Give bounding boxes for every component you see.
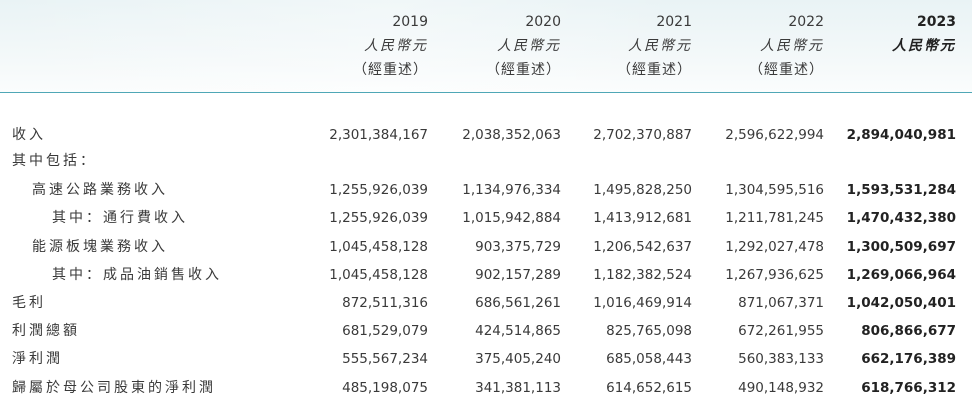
- column-currency: 人民幣元: [892, 38, 956, 54]
- column-currency: 人民幣元: [364, 38, 428, 54]
- row-value-2022: 560,383,133: [738, 351, 824, 367]
- column-year: 2020: [525, 14, 561, 30]
- row-value-2019: 1,255,926,039: [329, 210, 428, 226]
- row-value-2023: 1,042,050,401: [846, 295, 956, 311]
- column-currency: 人民幣元: [497, 38, 561, 54]
- row-value-2023: 1,269,066,964: [846, 267, 956, 283]
- row-value-2019: 1,045,458,128: [329, 239, 428, 255]
- row-label: 其中包括：: [12, 153, 97, 169]
- row-value-2019: 485,198,075: [342, 380, 428, 396]
- row-value-2020: 902,157,289: [475, 267, 561, 283]
- row-value-2019: 2,301,384,167: [329, 127, 428, 143]
- row-value-2022: 871,067,371: [738, 295, 824, 311]
- row-value-2021: 1,495,828,250: [593, 182, 692, 198]
- header-divider: [0, 92, 972, 93]
- row-value-2021: 1,016,469,914: [593, 295, 692, 311]
- table-row-energy-revenue: 能源板塊業務收入 1,045,458,128 903,375,729 1,206…: [0, 234, 972, 260]
- row-value-2022: 1,304,595,516: [725, 182, 824, 198]
- row-value-2020: 375,405,240: [475, 351, 561, 367]
- row-value-2022: 672,261,955: [738, 323, 824, 339]
- row-value-2023: 2,894,040,981: [846, 127, 956, 143]
- header-band: [0, 0, 972, 92]
- table-row-including: 其中包括：: [0, 148, 972, 174]
- table-row-total-profit: 利潤總額 681,529,079 424,514,865 825,765,098…: [0, 318, 972, 344]
- row-value-2021: 1,413,912,681: [593, 210, 692, 226]
- row-value-2021: 614,652,615: [606, 380, 692, 396]
- column-note: （經重述）: [486, 62, 561, 78]
- row-value-2021: 825,765,098: [606, 323, 692, 339]
- row-label: 其中：成品油銷售收入: [52, 267, 222, 283]
- row-value-2020: 424,514,865: [475, 323, 561, 339]
- row-value-2021: 2,702,370,887: [593, 127, 692, 143]
- row-value-2021: 685,058,443: [606, 351, 692, 367]
- table-row-revenue: 收入 2,301,384,167 2,038,352,063 2,702,370…: [0, 122, 972, 148]
- table-row-toll-revenue: 其中：通行費收入 1,255,926,039 1,015,942,884 1,4…: [0, 205, 972, 231]
- row-value-2019: 872,511,316: [342, 295, 428, 311]
- row-value-2020: 1,134,976,334: [462, 182, 561, 198]
- column-note: （經重述）: [617, 62, 692, 78]
- column-year: 2019: [392, 14, 428, 30]
- column-note: （經重述）: [353, 62, 428, 78]
- table-row-net-profit: 淨利潤 555,567,234 375,405,240 685,058,443 …: [0, 346, 972, 372]
- column-header-2020: 2020 人民幣元 （經重述）: [431, 10, 561, 82]
- column-header-2019: 2019 人民幣元 （經重述）: [298, 10, 428, 82]
- row-label: 能源板塊業務收入: [32, 239, 168, 255]
- column-header-2022: 2022 人民幣元 （經重述）: [694, 10, 824, 82]
- column-note: （經重述）: [749, 62, 824, 78]
- row-value-2019: 1,255,926,039: [329, 182, 428, 198]
- row-value-2019: 681,529,079: [342, 323, 428, 339]
- row-value-2020: 2,038,352,063: [462, 127, 561, 143]
- row-label: 高速公路業務收入: [32, 182, 168, 198]
- column-year: 2023: [917, 14, 956, 30]
- row-value-2020: 341,381,113: [475, 380, 561, 396]
- row-value-2023: 1,593,531,284: [846, 182, 956, 198]
- column-currency: 人民幣元: [760, 38, 824, 54]
- column-year: 2022: [788, 14, 824, 30]
- row-value-2020: 686,561,261: [475, 295, 561, 311]
- row-value-2023: 806,866,677: [861, 323, 956, 339]
- row-value-2023: 618,766,312: [861, 380, 956, 396]
- row-value-2020: 903,375,729: [475, 239, 561, 255]
- column-header-2023: 2023 人民幣元: [826, 10, 956, 58]
- column-year: 2021: [656, 14, 692, 30]
- column-currency: 人民幣元: [628, 38, 692, 54]
- row-label: 歸屬於母公司股東的淨利潤: [12, 380, 216, 396]
- row-value-2019: 1,045,458,128: [329, 267, 428, 283]
- row-label: 淨利潤: [12, 351, 63, 367]
- row-value-2022: 1,292,027,478: [725, 239, 824, 255]
- table-row-gross-profit: 毛利 872,511,316 686,561,261 1,016,469,914…: [0, 290, 972, 316]
- row-label: 收入: [12, 127, 46, 143]
- table-row-net-profit-attributable: 歸屬於母公司股東的淨利潤 485,198,075 341,381,113 614…: [0, 375, 972, 401]
- row-label: 其中：通行費收入: [52, 210, 188, 226]
- row-value-2021: 1,182,382,524: [593, 267, 692, 283]
- row-value-2021: 1,206,542,637: [593, 239, 692, 255]
- row-value-2022: 2,596,622,994: [725, 127, 824, 143]
- row-value-2023: 662,176,389: [861, 351, 956, 367]
- row-value-2019: 555,567,234: [342, 351, 428, 367]
- table-row-oil-sales-revenue: 其中：成品油銷售收入 1,045,458,128 902,157,289 1,1…: [0, 262, 972, 288]
- table-row-expressway-revenue: 高速公路業務收入 1,255,926,039 1,134,976,334 1,4…: [0, 177, 972, 203]
- row-value-2020: 1,015,942,884: [462, 210, 561, 226]
- row-value-2023: 1,470,432,380: [846, 210, 956, 226]
- column-header-2021: 2021 人民幣元 （經重述）: [562, 10, 692, 82]
- row-label: 毛利: [12, 295, 46, 311]
- row-value-2022: 1,211,781,245: [725, 210, 824, 226]
- row-value-2023: 1,300,509,697: [846, 239, 956, 255]
- row-label: 利潤總額: [12, 323, 80, 339]
- row-value-2022: 490,148,932: [738, 380, 824, 396]
- row-value-2022: 1,267,936,625: [725, 267, 824, 283]
